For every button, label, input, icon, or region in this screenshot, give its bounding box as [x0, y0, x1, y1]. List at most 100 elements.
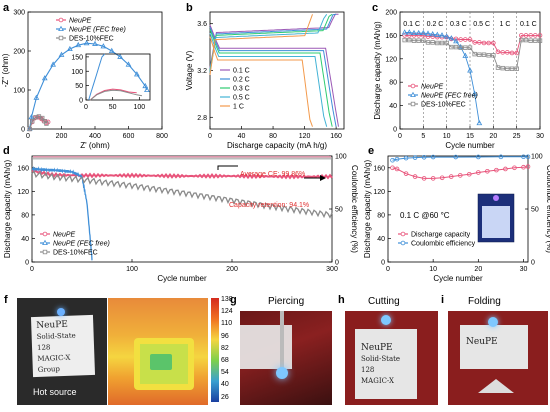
- c-marker-1: [420, 29, 427, 36]
- c-x-tick-label: 20: [489, 133, 497, 140]
- e-capacity-marker: [421, 176, 427, 181]
- b-discharge-2: [209, 29, 333, 127]
- cut-note-title: NeuPE: [361, 343, 393, 353]
- a-legend-marker: [58, 17, 64, 23]
- a-x-tick-label: 200: [56, 133, 68, 140]
- a-x-tick-label: 600: [123, 133, 135, 140]
- d-x-tick-label: 300: [326, 266, 338, 273]
- a-marker-1: [144, 86, 150, 92]
- d-y-tick-label: 0: [25, 260, 29, 267]
- a-marker-1: [108, 47, 115, 53]
- a-marker-1: [100, 43, 107, 49]
- b-charge-4: [209, 14, 313, 75]
- b-legend-label: 1 C: [233, 104, 244, 111]
- cutting-led-icon: [381, 315, 391, 325]
- b-y-tick-label: 3.6: [197, 21, 207, 28]
- c-marker-1: [462, 52, 469, 58]
- d-y-tick-label: 80: [21, 212, 29, 219]
- d-ce-des: [33, 157, 331, 160]
- e-ce-marker: [390, 157, 395, 163]
- thermal-image: [108, 298, 208, 405]
- c-marker-1: [457, 43, 464, 50]
- d-y-tick-label: 160: [17, 165, 29, 172]
- a-marker-1: [66, 45, 73, 52]
- b-y-tick-label: 3.2: [197, 68, 207, 75]
- thermal-core: [150, 354, 172, 370]
- a-marker-2: [40, 115, 45, 121]
- label-card-line-3: Group: [37, 365, 61, 374]
- e-y-tick-label: 80: [377, 212, 385, 219]
- d-x-tick-label: 100: [126, 266, 138, 273]
- b-charge-1: [209, 13, 337, 70]
- c-marker-2: [439, 40, 445, 46]
- c-marker-2: [477, 52, 482, 57]
- c-marker-0: [467, 37, 473, 42]
- e-y2-tick-label: 0: [531, 260, 535, 267]
- e-capacity-marker: [430, 176, 436, 181]
- b-charge-2: [209, 13, 333, 71]
- colorbar-tick-label: 40: [221, 381, 229, 389]
- c-marker-2: [481, 52, 487, 57]
- a-y-tick-label: 300: [13, 10, 25, 17]
- cutting-title: Cutting: [368, 296, 400, 307]
- a-ylabel: -Z'' (ohm): [1, 53, 10, 87]
- e-legend-marker: [400, 231, 406, 237]
- a-marker-1: [133, 71, 140, 77]
- photo-hot-source: NeuPE Solid-State 128 MAGIC-X Group Hot …: [17, 298, 107, 405]
- e-legend-label: Coulombic efficiency: [411, 241, 476, 248]
- e-y2label: Coulombic efficiency (%): [545, 165, 550, 253]
- c-marker-0: [514, 50, 519, 56]
- c-marker-2: [472, 51, 477, 57]
- e-ce-marker: [430, 154, 436, 160]
- c-y-tick-label: 0: [393, 127, 397, 134]
- c-y-tick-label: 160: [385, 33, 397, 40]
- e-y-tick-label: 160: [373, 165, 385, 172]
- d-y2-tick-label: 100: [335, 154, 347, 161]
- b-discharge-4: [209, 36, 313, 127]
- c-marker-2: [435, 40, 440, 46]
- label-card: NeuPE Solid-State 128 MAGIC-X Group: [30, 314, 96, 378]
- e-capacity-marker: [403, 171, 409, 176]
- c-marker-2: [407, 37, 412, 43]
- a-legend-label: DES-10%FEC: [69, 36, 114, 43]
- c-x-tick-label: 0: [398, 133, 402, 140]
- c-y-tick-label: 200: [385, 10, 397, 17]
- e-ce: [392, 156, 528, 161]
- thermal-colorbar: [211, 298, 219, 402]
- panel-letter-h: h: [338, 294, 345, 306]
- c-xlabel: Cycle number: [445, 141, 495, 150]
- c-marker-2: [463, 45, 468, 50]
- c-marker-0: [425, 34, 431, 39]
- colorbar-tick-label: 96: [221, 332, 229, 340]
- a-legend-marker: [58, 25, 64, 31]
- d-retention-annotation: Capacity retention: 94.1%: [229, 202, 309, 209]
- b-charge-0: [209, 13, 339, 68]
- e-legend-marker: [400, 240, 406, 246]
- c-x-tick-label: 10: [443, 133, 451, 140]
- e-capacity-marker: [390, 165, 395, 171]
- d-y2label: Coulombic efficiency (%): [350, 165, 359, 253]
- c-marker-0: [472, 40, 477, 45]
- a-inset-frame: [85, 53, 151, 101]
- d-legend-label: NeuPE: [53, 232, 76, 239]
- d-y2-tick-label: 0: [335, 260, 339, 267]
- a-inset-y-tick-label: 150: [71, 54, 83, 61]
- c-marker-2: [495, 65, 501, 70]
- c-marker-1: [434, 31, 441, 37]
- c-series-0: [404, 34, 540, 54]
- c-marker-0: [430, 34, 435, 39]
- c-marker-1: [443, 33, 450, 39]
- e-capacity-marker: [503, 166, 508, 172]
- c-x-tick-label: 15: [466, 133, 474, 140]
- colorbar-tick-label: 138: [221, 296, 233, 303]
- e-x-tick-label: 0: [386, 266, 390, 273]
- e-ylabel: Discharge capacity (mAh/g): [363, 160, 372, 259]
- panel-letter-g: g: [230, 294, 237, 306]
- d-arrowhead-icon: [320, 175, 326, 181]
- e-capacity-marker: [457, 173, 463, 178]
- d-legend-label: DES-10%FEC: [53, 250, 98, 257]
- c-marker-1: [401, 29, 408, 35]
- b-discharge-1: [209, 27, 337, 127]
- c-y-tick-label: 120: [385, 56, 397, 63]
